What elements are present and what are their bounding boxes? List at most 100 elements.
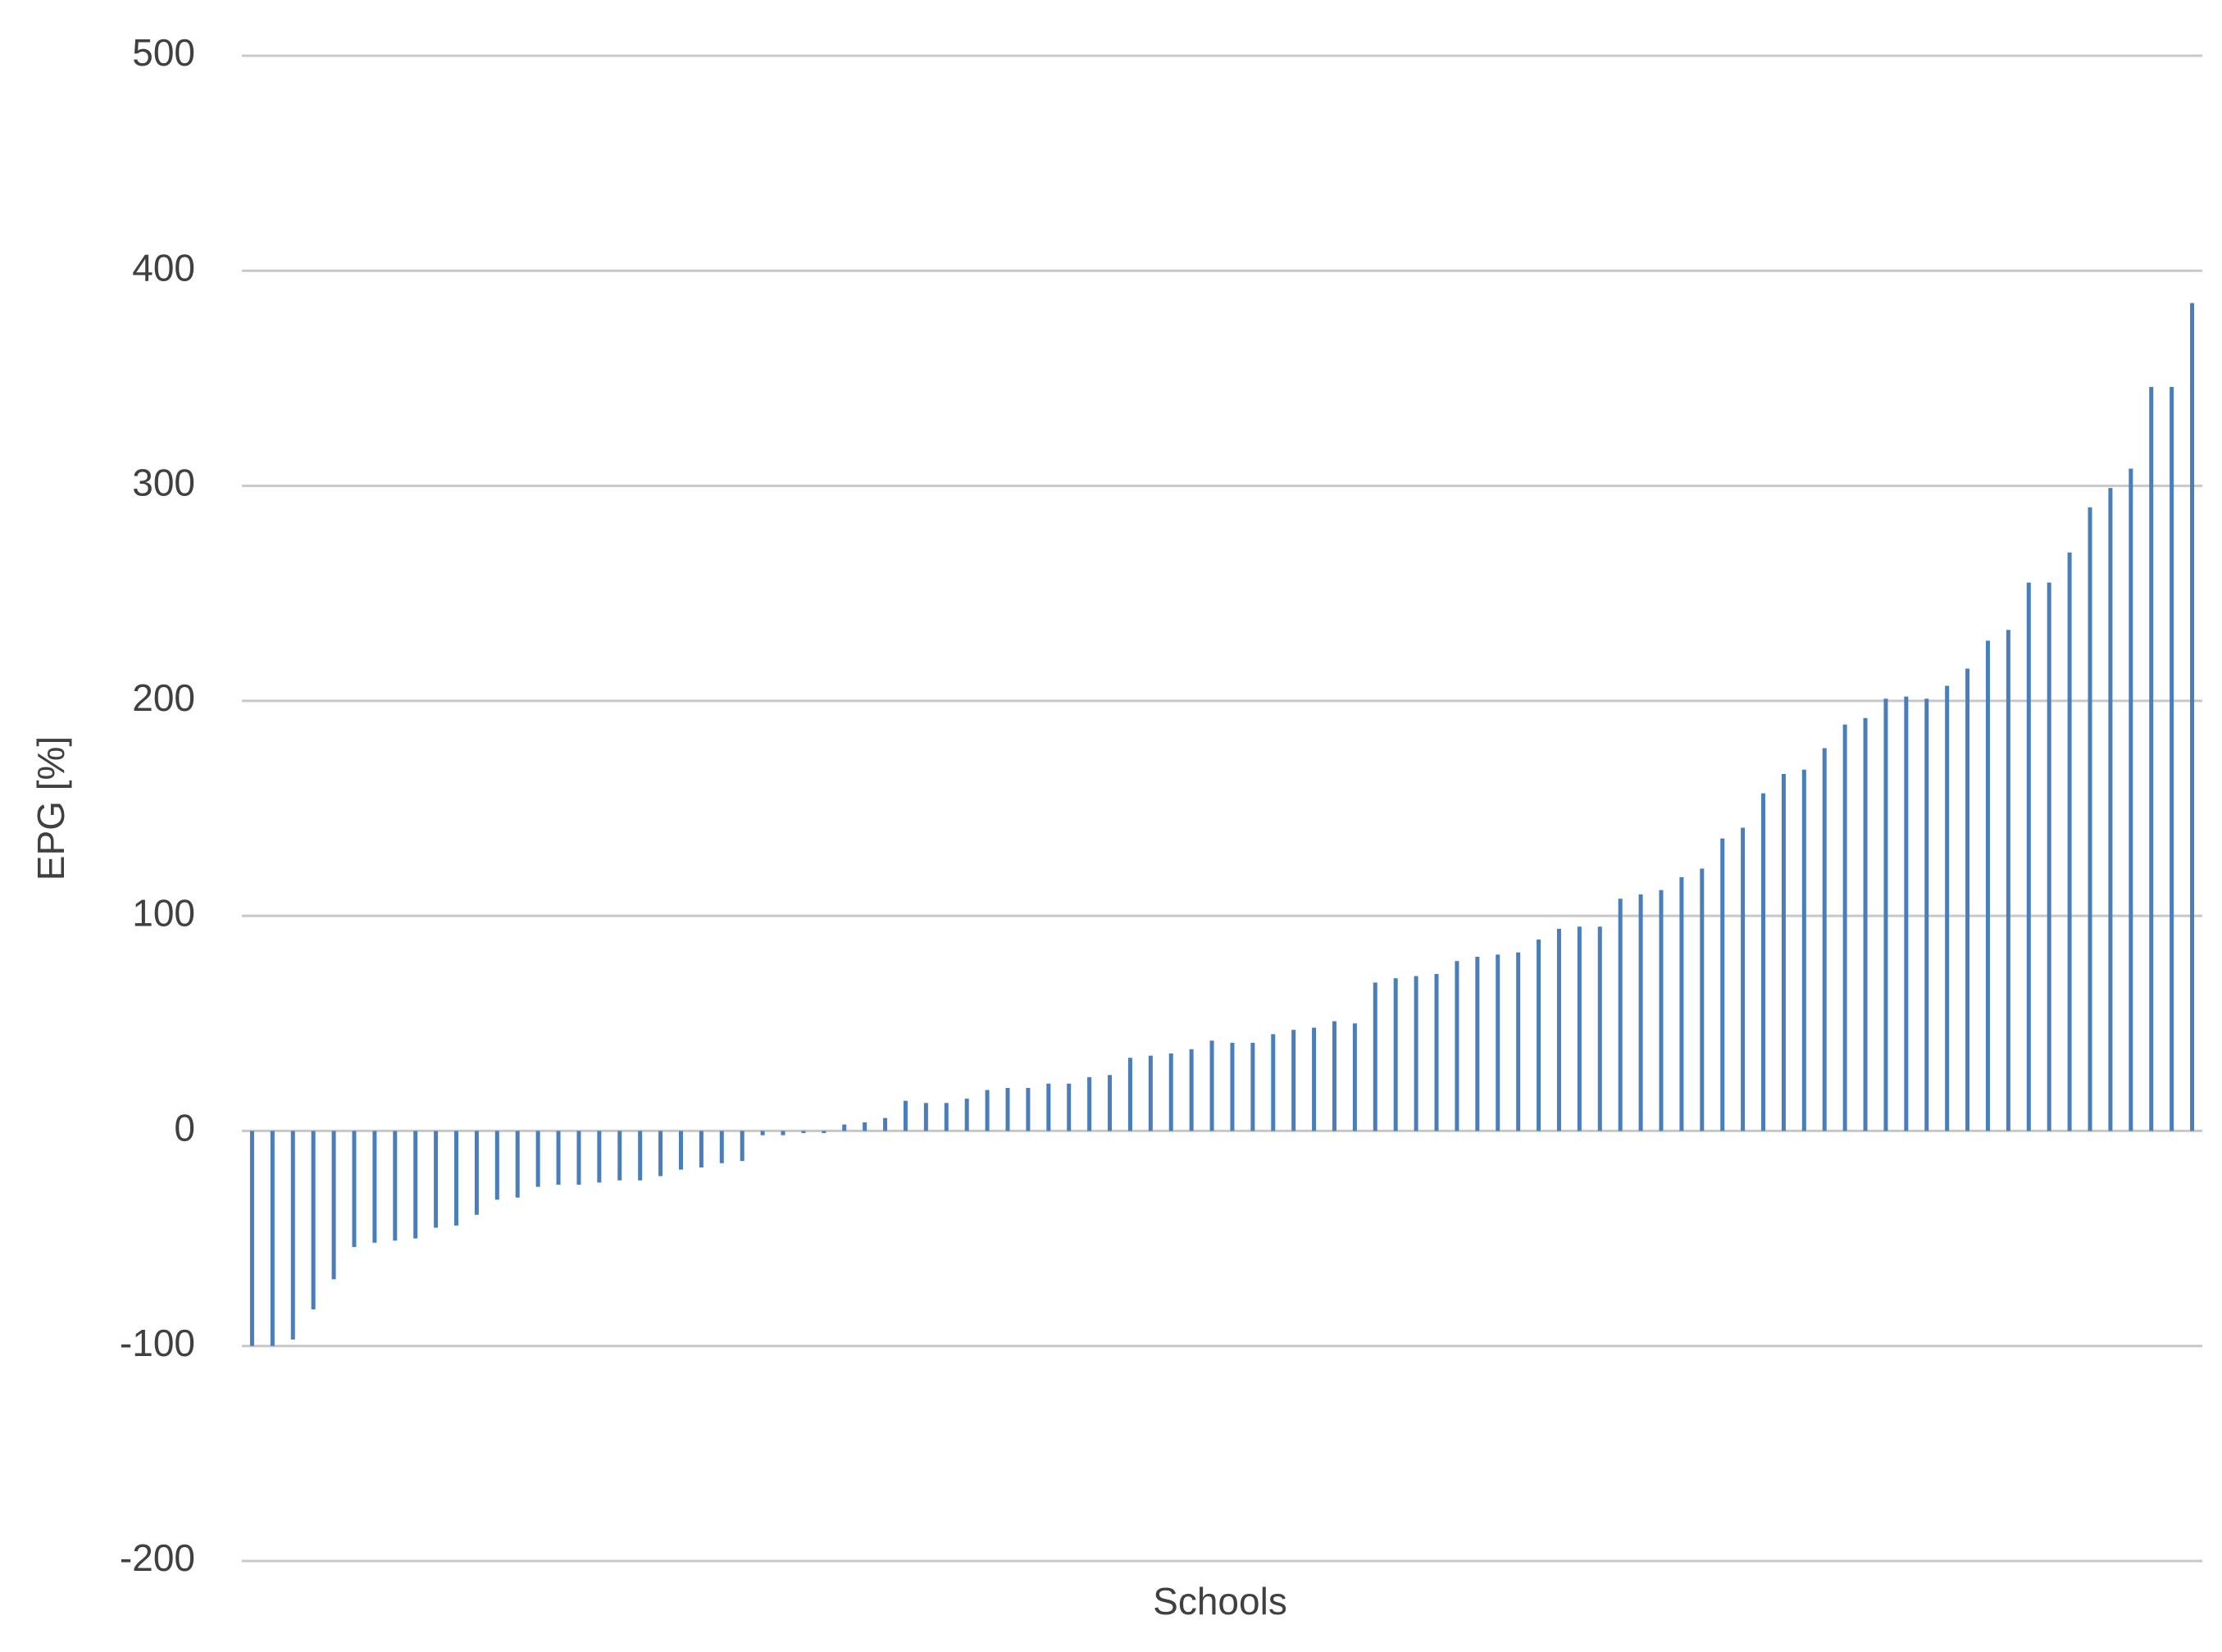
bar: [801, 1131, 806, 1134]
bar: [1965, 668, 1970, 1131]
y-tick-label: 300: [132, 462, 195, 504]
bar: [2108, 488, 2113, 1131]
bar: [1475, 956, 1480, 1131]
bar: [515, 1131, 520, 1198]
bar: [1945, 685, 1950, 1131]
bar: [2006, 630, 2010, 1131]
bar: [352, 1131, 357, 1248]
bar: [944, 1103, 949, 1131]
bar: [1168, 1054, 1173, 1131]
bar: [1127, 1058, 1132, 1131]
bar: [781, 1131, 785, 1135]
bar: [434, 1131, 439, 1228]
bar: [883, 1117, 888, 1131]
bar: [658, 1131, 663, 1176]
bar: [1393, 978, 1398, 1131]
bar: [2067, 552, 2072, 1131]
bar: [372, 1131, 377, 1243]
bar: [863, 1122, 867, 1131]
bar: [1312, 1027, 1317, 1131]
bar: [1414, 976, 1418, 1131]
bar: [1741, 827, 1746, 1131]
bar: [1108, 1075, 1113, 1131]
y-tick-label: -100: [120, 1322, 195, 1364]
bar: [1985, 640, 1990, 1131]
bar: [1352, 1023, 1357, 1131]
bar: [678, 1131, 683, 1170]
y-tick-label: -200: [120, 1536, 195, 1579]
bar: [2088, 507, 2092, 1131]
bar: [393, 1131, 398, 1241]
bar: [985, 1090, 990, 1131]
bar: [1516, 952, 1521, 1131]
bar: [1046, 1083, 1051, 1131]
bar: [249, 1131, 254, 1346]
bar: [1271, 1034, 1276, 1131]
bar: [903, 1100, 908, 1131]
bar: [719, 1131, 724, 1163]
bar: [454, 1131, 459, 1226]
bar: [1761, 793, 1766, 1131]
bar: [617, 1131, 622, 1181]
bar: [535, 1131, 540, 1187]
bar: [1556, 928, 1561, 1131]
bar: [1332, 1021, 1336, 1131]
y-tick-label: 500: [132, 31, 195, 74]
bar: [1189, 1049, 1194, 1131]
bar: [2026, 582, 2031, 1131]
bar: [494, 1131, 499, 1200]
bar: [2190, 303, 2195, 1131]
bar: [1618, 899, 1623, 1131]
bar: [1496, 954, 1500, 1131]
bar: [1659, 890, 1664, 1131]
x-axis-label: Schools: [1153, 1580, 1287, 1622]
bar: [842, 1124, 847, 1131]
bar: [1026, 1087, 1031, 1131]
bar: [2149, 386, 2154, 1131]
bar: [597, 1131, 602, 1183]
bar: [1720, 838, 1725, 1131]
bar: [699, 1131, 703, 1168]
bar: [474, 1131, 479, 1215]
bar: [760, 1131, 765, 1135]
bar: [1597, 926, 1602, 1131]
bar: [1148, 1055, 1153, 1131]
bar: [556, 1131, 561, 1185]
bar: [740, 1131, 744, 1162]
bar: [311, 1131, 316, 1310]
bar: [1087, 1076, 1092, 1131]
bar: [1801, 769, 1806, 1131]
bar: [964, 1099, 969, 1131]
y-tick-label: 400: [132, 246, 195, 289]
y-axis-label: EPG [%]: [30, 736, 72, 881]
bar: [1434, 973, 1439, 1131]
bar: [1291, 1030, 1296, 1131]
bar: [1230, 1042, 1235, 1131]
bar: [1822, 748, 1827, 1131]
bar: [1577, 926, 1582, 1131]
bar: [1250, 1042, 1255, 1131]
bar: [290, 1131, 295, 1340]
bar: [331, 1131, 336, 1280]
bar: [1883, 699, 1888, 1131]
bar: [270, 1131, 275, 1346]
bar: [1863, 717, 1868, 1131]
bar: [1067, 1083, 1072, 1131]
bar: [2129, 468, 2133, 1131]
bar: [1679, 876, 1684, 1131]
bar: [638, 1131, 643, 1181]
bar: [2047, 582, 2051, 1131]
bar: [1005, 1087, 1010, 1131]
y-tick-label: 0: [174, 1107, 195, 1149]
bar: [1781, 774, 1786, 1131]
bar: [1455, 961, 1459, 1131]
bar: [1537, 939, 1541, 1131]
bar: [1700, 868, 1705, 1131]
bar: [576, 1131, 581, 1185]
bar: [413, 1131, 418, 1239]
bar: [1924, 699, 1929, 1131]
bar: [923, 1103, 928, 1131]
bar: [1209, 1040, 1214, 1131]
bar: [2170, 386, 2174, 1131]
